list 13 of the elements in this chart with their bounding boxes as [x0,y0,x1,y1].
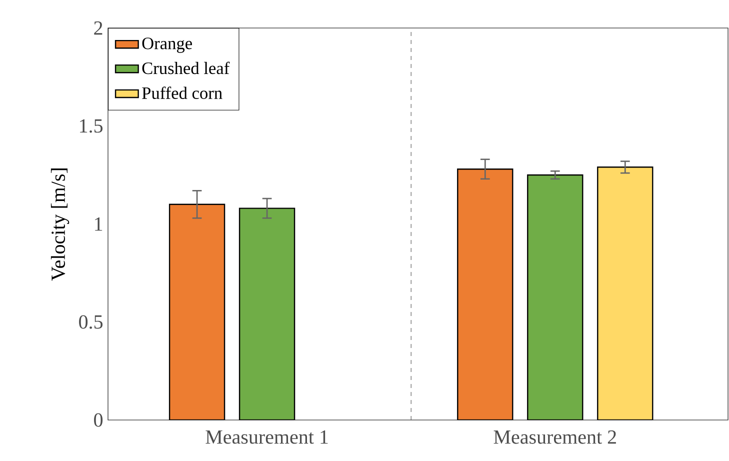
y-tick-label: 1.5 [80,119,103,133]
bar [168,204,226,420]
bar [457,168,514,420]
y-tick-label: 0.5 [79,315,103,329]
y-axis-title: Velocity [m/s] [50,168,70,281]
y-tick-label: 2 [94,21,102,35]
x-tick-label: Measurement 2 [494,430,616,444]
legend-label: Crushed leaf [142,62,230,74]
x-tick-label: Measurement 1 [206,430,328,444]
legend-label: Puffed corn [142,86,222,99]
y-tick-label: 0 [94,413,103,427]
legend-label: Orange [142,38,192,53]
y-tick-label: 1 [95,217,102,231]
